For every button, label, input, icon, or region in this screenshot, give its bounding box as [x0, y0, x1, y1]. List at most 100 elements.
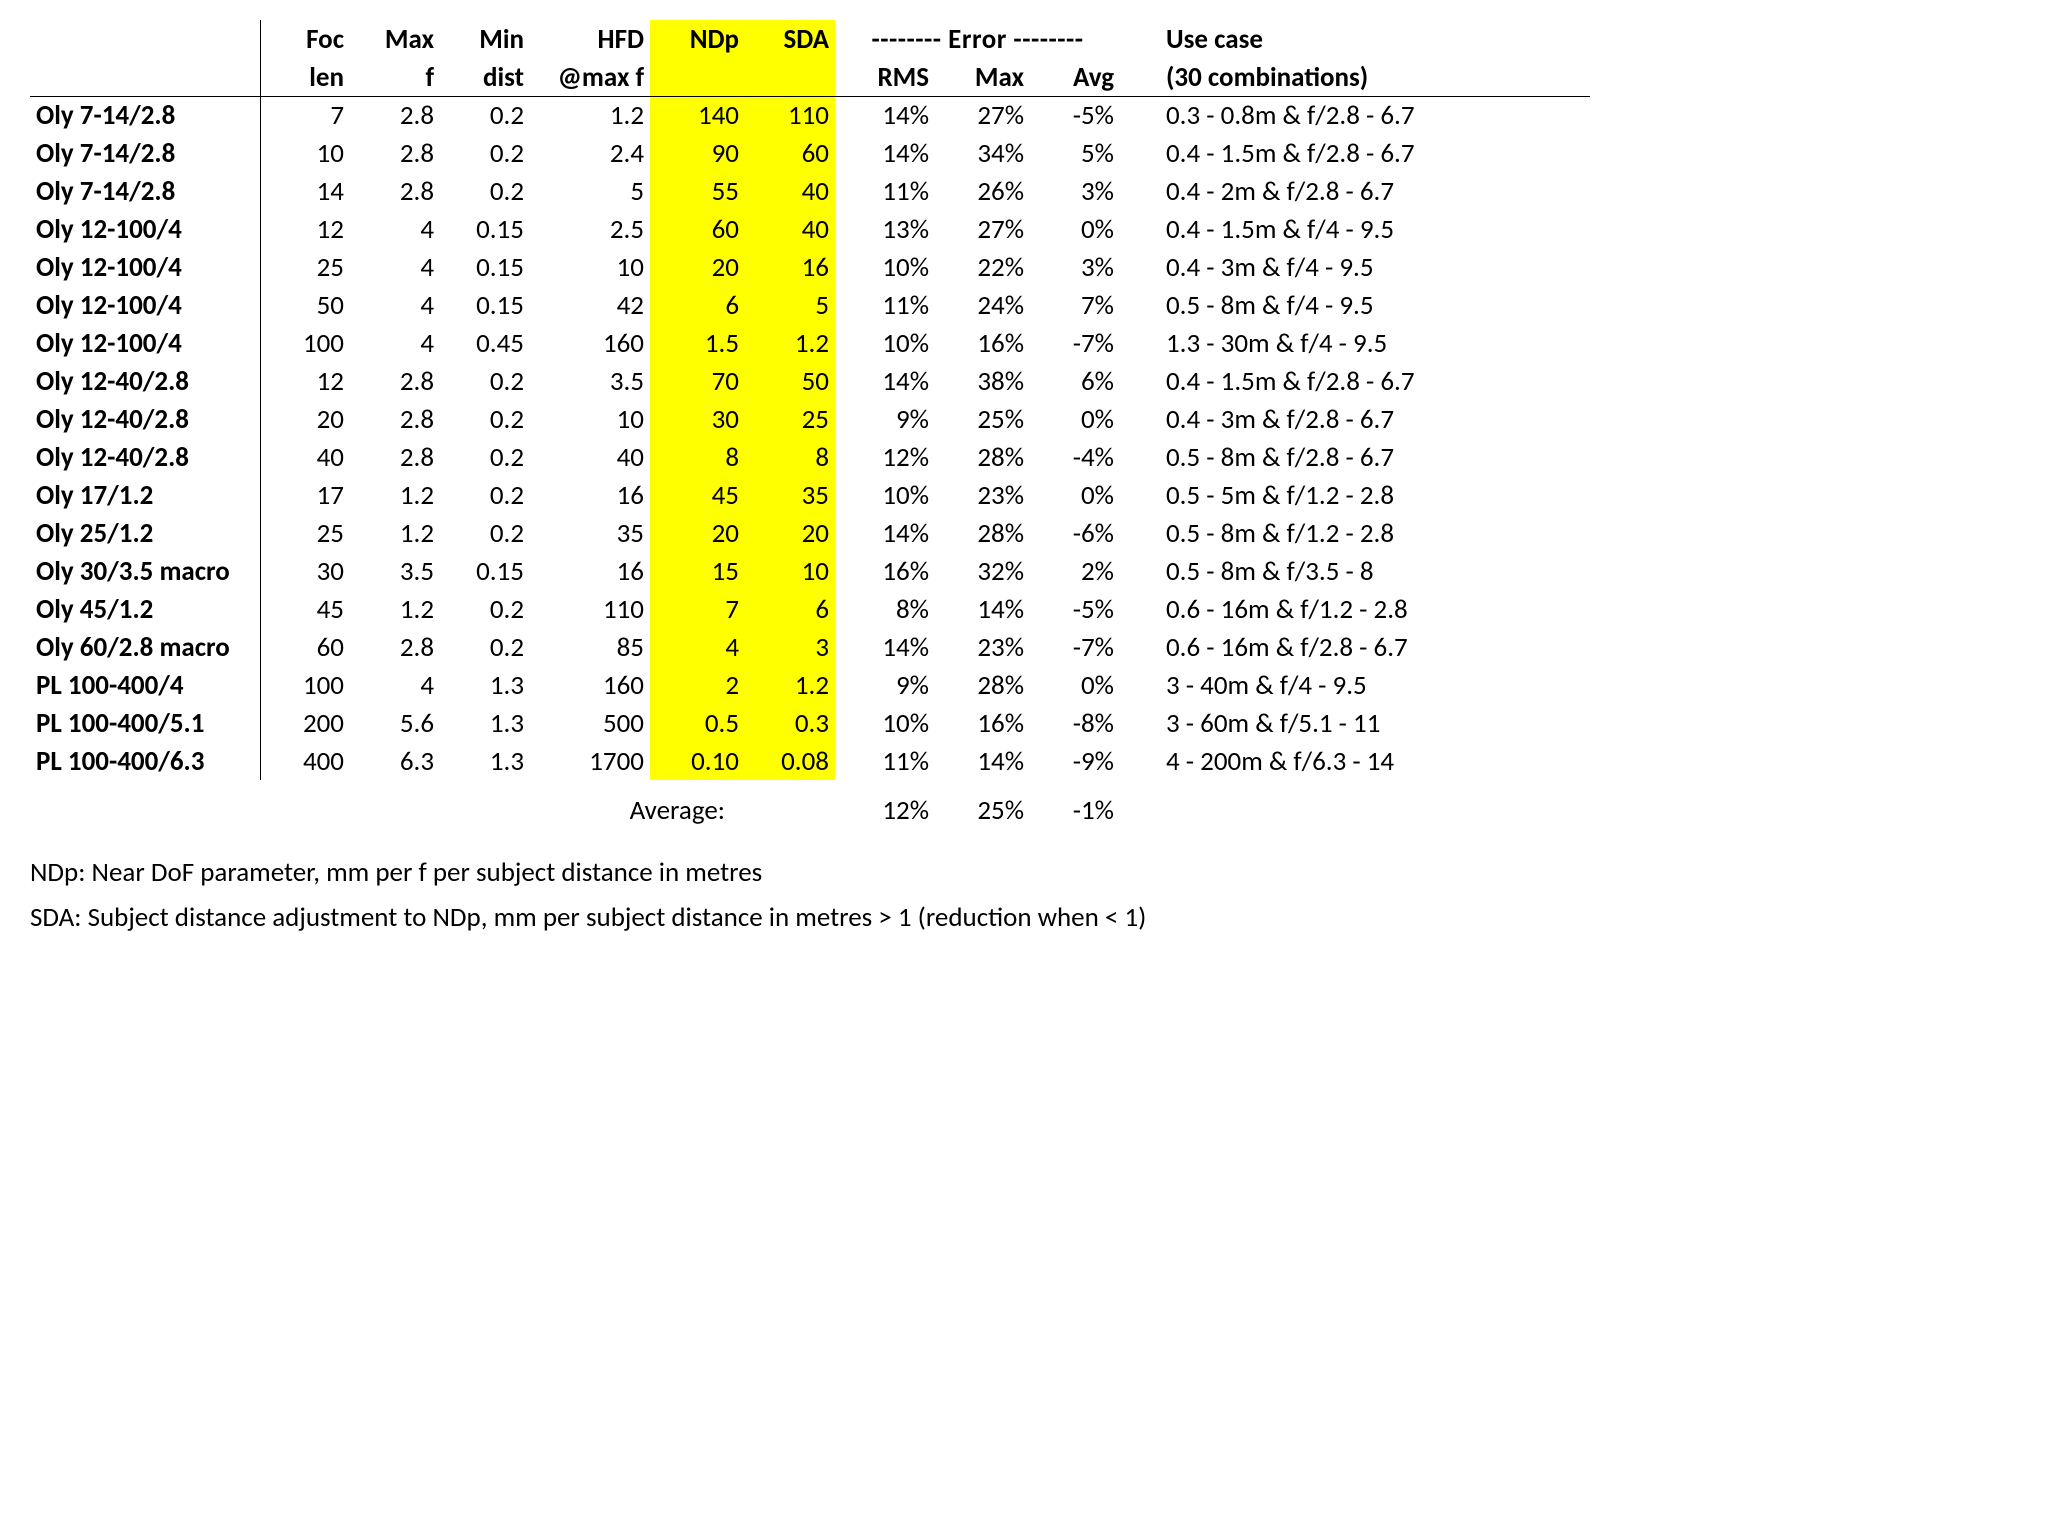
cell-foc: 14: [260, 172, 350, 210]
cell-foc: 12: [260, 210, 350, 248]
cell-avg: -7%: [1030, 324, 1120, 362]
cell-ndp: 90: [650, 134, 745, 172]
cell-ndp: 1.5: [650, 324, 745, 362]
cell-spacer: [1120, 400, 1160, 438]
cell-spacer: [1120, 286, 1160, 324]
cell-spacer: [1120, 476, 1160, 514]
cell-lens: Oly 30/3.5 macro: [30, 552, 260, 590]
cell-foc: 60: [260, 628, 350, 666]
cell-max: 16%: [935, 324, 1030, 362]
cell-rms: 9%: [835, 400, 935, 438]
cell-foc: 12: [260, 362, 350, 400]
cell-foc: 10: [260, 134, 350, 172]
cell-foc: 20: [260, 400, 350, 438]
cell-sda: 0.3: [745, 704, 835, 742]
cell-lens: Oly 60/2.8 macro: [30, 628, 260, 666]
header-ndp: NDp: [650, 20, 745, 58]
cell-min: 0.2: [440, 438, 530, 476]
table-row: Oly 12-40/2.8402.80.2408812%28%-4%0.5 - …: [30, 438, 1590, 476]
header-use-case2: (30 combinations): [1160, 58, 1590, 96]
cell-avg: 0%: [1030, 400, 1120, 438]
cell-maxf: 4: [350, 286, 440, 324]
cell-sda: 1.2: [745, 666, 835, 704]
cell-spacer: [1120, 590, 1160, 628]
cell-ndp: 60: [650, 210, 745, 248]
cell-max: 23%: [935, 476, 1030, 514]
cell-max: 16%: [935, 704, 1030, 742]
cell-foc: 400: [260, 742, 350, 780]
header-foc-len2: len: [260, 58, 350, 96]
cell-use: 0.5 - 8m & f/3.5 - 8: [1160, 552, 1590, 590]
cell-lens: Oly 12-100/4: [30, 324, 260, 362]
cell-min: 1.3: [440, 666, 530, 704]
cell-maxf: 2.8: [350, 362, 440, 400]
cell-ndp: 140: [650, 96, 745, 134]
table-row: PL 100-400/6.34006.31.317000.100.0811%14…: [30, 742, 1590, 780]
cell-lens: PL 100-400/4: [30, 666, 260, 704]
table-row: Oly 12-100/410040.451601.51.210%16%-7%1.…: [30, 324, 1590, 362]
cell-hfd: 10: [530, 400, 650, 438]
header-use-case: Use case: [1160, 20, 1590, 58]
cell-max: 28%: [935, 514, 1030, 552]
cell-max: 22%: [935, 248, 1030, 286]
cell-use: 3 - 60m & f/5.1 - 11: [1160, 704, 1590, 742]
cell-lens: Oly 25/1.2: [30, 514, 260, 552]
cell-sda: 40: [745, 210, 835, 248]
cell-rms: 11%: [835, 742, 935, 780]
table-row: Oly 12-100/42540.1510201610%22%3%0.4 - 3…: [30, 248, 1590, 286]
cell-min: 0.2: [440, 172, 530, 210]
cell-maxf: 4: [350, 666, 440, 704]
cell-sda: 0.08: [745, 742, 835, 780]
cell-foc: 25: [260, 248, 350, 286]
cell-spacer: [1120, 96, 1160, 134]
cell-hfd: 1.2: [530, 96, 650, 134]
cell-sda: 8: [745, 438, 835, 476]
cell-use: 0.4 - 1.5m & f/2.8 - 6.7: [1160, 134, 1590, 172]
cell-maxf: 4: [350, 324, 440, 362]
table-row: Oly 12-100/45040.15426511%24%7%0.5 - 8m …: [30, 286, 1590, 324]
cell-spacer: [1120, 438, 1160, 476]
cell-avg: -4%: [1030, 438, 1120, 476]
cell-hfd: 42: [530, 286, 650, 324]
header-rms: RMS: [835, 58, 935, 96]
cell-hfd: 85: [530, 628, 650, 666]
cell-sda: 60: [745, 134, 835, 172]
cell-use: 0.5 - 5m & f/1.2 - 2.8: [1160, 476, 1590, 514]
cell-ndp: 2: [650, 666, 745, 704]
cell-spacer: [1120, 324, 1160, 362]
cell-lens: Oly 12-100/4: [30, 210, 260, 248]
cell-foc: 7: [260, 96, 350, 134]
cell-sda: 1.2: [745, 324, 835, 362]
cell-hfd: 1700: [530, 742, 650, 780]
cell-rms: 10%: [835, 476, 935, 514]
cell-min: 0.2: [440, 514, 530, 552]
cell-lens: Oly 7-14/2.8: [30, 134, 260, 172]
cell-rms: 11%: [835, 286, 935, 324]
cell-avg: -8%: [1030, 704, 1120, 742]
table-row: Oly 7-14/2.8102.80.22.4906014%34%5%0.4 -…: [30, 134, 1590, 172]
cell-ndp: 7: [650, 590, 745, 628]
cell-rms: 14%: [835, 514, 935, 552]
cell-use: 0.4 - 3m & f/2.8 - 6.7: [1160, 400, 1590, 438]
cell-hfd: 160: [530, 324, 650, 362]
header-foc-len: Foc: [260, 20, 350, 58]
cell-lens: Oly 12-40/2.8: [30, 438, 260, 476]
cell-min: 0.2: [440, 476, 530, 514]
cell-avg: 7%: [1030, 286, 1120, 324]
summary-avg: -1%: [1030, 780, 1120, 829]
cell-hfd: 500: [530, 704, 650, 742]
cell-lens: Oly 12-100/4: [30, 248, 260, 286]
cell-max: 27%: [935, 96, 1030, 134]
cell-spacer: [1120, 552, 1160, 590]
cell-min: 0.15: [440, 248, 530, 286]
cell-min: 0.2: [440, 590, 530, 628]
cell-min: 0.45: [440, 324, 530, 362]
cell-sda: 50: [745, 362, 835, 400]
cell-max: 24%: [935, 286, 1030, 324]
cell-sda: 20: [745, 514, 835, 552]
cell-min: 1.3: [440, 742, 530, 780]
table-row: Oly 30/3.5 macro303.50.1516151016%32%2%0…: [30, 552, 1590, 590]
cell-use: 1.3 - 30m & f/4 - 9.5: [1160, 324, 1590, 362]
header-blank2: [30, 58, 260, 96]
table-row: Oly 45/1.2451.20.2110768%14%-5%0.6 - 16m…: [30, 590, 1590, 628]
